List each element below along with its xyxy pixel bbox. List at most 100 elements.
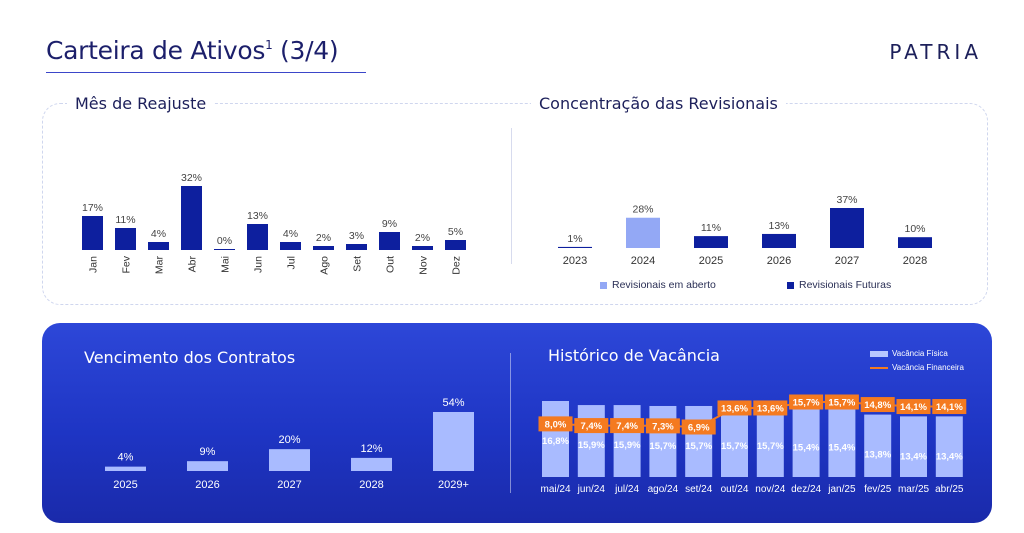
vacancia-financeira-label: 15,7% [828,398,855,409]
page-title: Carteira de Ativos1 (3/4) [46,36,339,65]
vacancia-fisica-bar [542,401,569,477]
bar-value-label: 10% [904,223,925,235]
bar-value-label: 9% [382,218,397,230]
x-tick-label: jan/25 [827,484,856,495]
bar-value-label: 4% [118,452,134,464]
bar-2028 [351,457,392,471]
vacancia-financeira-label: 7,4% [580,421,602,432]
top-panel [42,103,988,305]
x-tick-label: abr/25 [935,484,964,495]
x-tick-label: Mar [154,256,166,275]
bar-value-label: 4% [151,228,166,240]
bar-value-label: 5% [448,226,463,238]
x-tick-label: Abr [187,256,199,273]
vacancia-financeira-marker [824,394,859,410]
vacancia-financeira-label: 15,7% [793,398,820,409]
bar-out [379,232,400,250]
vacancia-fisica-label: 15,9% [614,440,641,451]
vacancia-financeira-label: 13,6% [757,403,784,414]
bar-value-label: 9% [200,446,216,458]
bar-value-label: 13% [768,220,789,232]
bottom-divider [510,353,511,493]
x-tick-label: nov/24 [755,484,785,495]
bar-mai [214,249,235,250]
vacancia-fisica-bar [685,405,713,477]
revisionais-chart: 1% 2023 28% 2024 11% 2025 13% 2026 37% 2027 10% 202… [558,194,932,267]
bar-set [346,244,367,250]
vacancia-financeira-marker [574,418,609,434]
bar-2025 [105,466,146,471]
vacancia-financeira-label: 8,0% [545,419,567,430]
x-tick-label: jun/24 [577,484,606,495]
vacancia-fisica-bar [613,405,641,477]
bar-value-label: 0% [217,235,232,247]
x-tick-label: Ago [319,256,331,275]
legend-swatch [600,281,607,289]
x-tick-label: 2024 [631,255,655,267]
x-tick-label: Dez [451,256,463,275]
vacancia-fisica-bar [935,416,963,477]
vacancia-financeira-label: 7,4% [616,421,638,432]
legend-swatch [787,281,794,289]
x-tick-label: fev/25 [864,484,892,495]
vacancia-financeira-marker [681,419,716,435]
vacancia-financeira-label: 6,9% [688,423,710,434]
vacancia-financeira-label: 14,8% [864,400,891,411]
legend-revisionais-aberto: Revisionais em aberto [600,279,716,291]
bar-value-label: 17% [82,202,103,214]
bar-value-label: 28% [632,204,653,216]
vacancia-fisica-bar [756,405,784,477]
x-tick-label: jul/24 [614,484,639,495]
bar-nov [412,246,433,250]
vacancia-fisica-label: 15,7% [721,441,748,452]
bar-value-label: 11% [701,222,721,234]
vacancia-fisica-label: 13,4% [936,451,963,462]
vacancia-fisica-bar [828,407,856,477]
vacancia-financeira-marker [645,418,680,434]
vacancia-fisica-bar [577,405,605,477]
bar-value-label: 2% [316,232,331,244]
x-tick-label: 2026 [195,479,219,491]
patria-logo: PATRIA [889,40,982,64]
x-tick-label: ago/24 [648,484,679,495]
legend-swatch [870,366,888,369]
x-tick-label: 2023 [563,255,587,267]
vacancia-fisica-label: 15,9% [578,440,605,451]
x-tick-label: set/24 [685,484,713,495]
bar-2026 [762,233,796,248]
x-tick-label: out/24 [721,484,749,495]
revisionais-title: Concentração das Revisionais [531,94,786,113]
vacancia-financeira-label: 7,3% [652,421,674,432]
vacancia-financeira-marker [896,399,931,415]
vacancia-financeira-marker [538,416,573,432]
title-underline [46,72,366,73]
bar-jan [82,216,103,250]
x-tick-label: 2028 [359,479,383,491]
bar-value-label: 12% [360,443,382,455]
panel-divider [511,128,512,264]
x-tick-label: Fev [121,255,133,273]
bar-2027 [830,208,864,248]
bar-jul [280,242,301,250]
vacancia-financeira-marker [932,399,967,415]
bar-value-label: 4% [283,228,298,240]
vacancia-financeira-marker [860,397,895,413]
x-tick-label: Out [385,256,397,273]
bar-value-label: 37% [836,194,857,206]
mes-reajuste-chart: 17% Jan 11% Fev 4% Mar 32% Abr 0% Mai 13% Jun 4% Jul 2… [82,172,466,275]
x-tick-label: 2028 [903,255,927,267]
bar-value-label: 13% [247,210,268,222]
bar-jun [247,224,268,250]
bar-2023 [558,246,592,248]
vacancia-financeira-marker [789,394,824,410]
vacancia-fisica-label: 15,7% [649,441,676,452]
vacancia-chart: 16,8% mai/24 15,9% jun/24 15,9% jul/24 15,7% ag… [538,394,967,495]
bar-value-label: 3% [349,230,364,242]
vencimento-title: Vencimento dos Contratos [84,348,296,367]
x-tick-label: Jun [253,256,265,273]
bar-2028 [898,237,932,248]
legend-swatch [870,350,888,357]
bar-value-label: 2% [415,232,430,244]
vacancia-financeira-label: 14,1% [936,402,963,413]
x-tick-label: 2025 [113,479,137,491]
